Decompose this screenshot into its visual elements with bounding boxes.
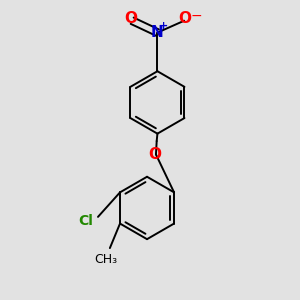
Text: Cl: Cl: [79, 214, 94, 228]
Text: O: O: [124, 11, 137, 26]
Text: N: N: [151, 25, 164, 40]
Text: O: O: [148, 147, 161, 162]
Text: CH₃: CH₃: [94, 254, 117, 266]
Text: −: −: [191, 9, 203, 23]
Text: +: +: [159, 21, 169, 31]
Text: O: O: [178, 11, 191, 26]
